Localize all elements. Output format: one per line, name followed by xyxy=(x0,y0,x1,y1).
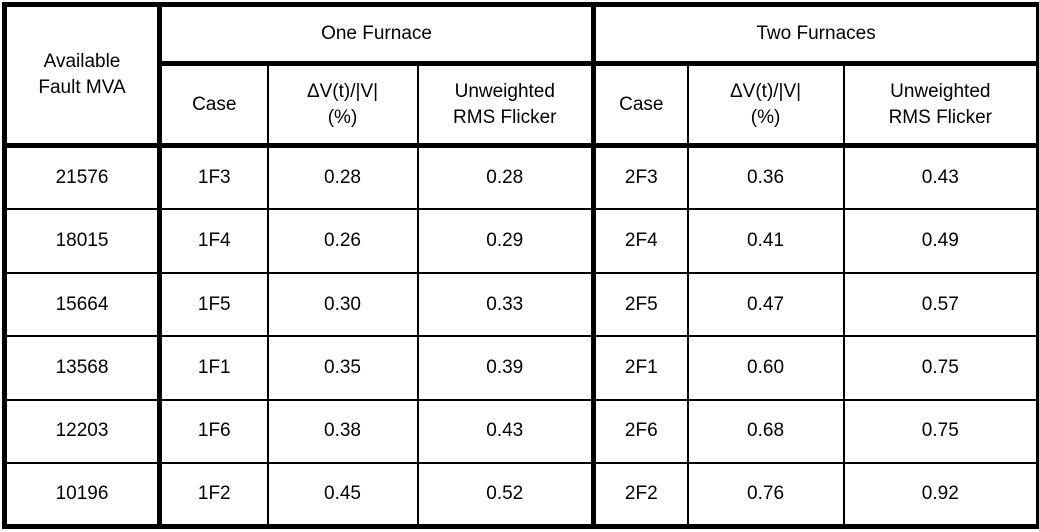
table-row: 15664 1F5 0.30 0.33 2F5 0.47 0.57 xyxy=(3,271,1039,338)
cell-deltav-two: 0.68 xyxy=(686,398,845,465)
group-header-row: Available Fault MVA One Furnace Two Furn… xyxy=(3,3,1039,149)
cell-deltav-two: 0.60 xyxy=(686,335,845,401)
table-row: 13568 1F1 0.35 0.39 2F1 0.60 0.75 xyxy=(3,335,1039,401)
cell-deltav-one: 0.30 xyxy=(266,271,419,338)
cell-fault-mva: 12203 xyxy=(3,398,162,465)
cell-deltav-one: 0.26 xyxy=(266,208,419,274)
cell-flicker-two: 0.92 xyxy=(842,462,1039,528)
col-header-flicker-two: Unweighted RMS Flicker xyxy=(842,62,1039,149)
col-header-case-one: Case xyxy=(158,62,269,149)
cell-flicker-two: 0.43 xyxy=(842,144,1039,211)
cell-flicker-one: 0.39 xyxy=(416,335,597,401)
cell-deltav-one: 0.38 xyxy=(266,398,419,465)
cell-case-one: 1F4 xyxy=(158,208,269,274)
cell-flicker-one: 0.28 xyxy=(416,144,597,211)
col-header-case-two: Case xyxy=(592,62,689,149)
table-row: 21576 1F3 0.28 0.28 2F3 0.36 0.43 xyxy=(3,144,1039,211)
cell-case-two: 2F3 xyxy=(592,144,689,211)
cell-flicker-one: 0.33 xyxy=(416,271,597,338)
cell-fault-mva: 21576 xyxy=(3,144,162,211)
cell-case-two: 2F5 xyxy=(592,271,689,338)
group-header-one-furnace: One Furnace xyxy=(158,3,597,67)
column-header-row: Case ΔV(t)/|V| (%) Unweighted RMS Flicke… xyxy=(5,62,1039,149)
cell-deltav-one: 0.28 xyxy=(266,144,419,211)
cell-flicker-one: 0.29 xyxy=(416,208,597,274)
cell-case-one: 1F5 xyxy=(158,271,269,338)
cell-case-two: 2F1 xyxy=(592,335,689,401)
cell-deltav-one: 0.35 xyxy=(266,335,419,401)
group-header-two-furnaces: Two Furnaces xyxy=(592,3,1039,67)
table-row: 18015 1F4 0.26 0.29 2F4 0.41 0.49 xyxy=(3,208,1039,274)
col-header-deltav-two: ΔV(t)/|V| (%) xyxy=(686,62,845,149)
row-header-available-fault-mva: Available Fault MVA xyxy=(3,3,162,149)
cell-flicker-two: 0.75 xyxy=(842,398,1039,465)
table-row: 10196 1F2 0.45 0.52 2F2 0.76 0.92 xyxy=(3,462,1039,528)
cell-deltav-one: 0.45 xyxy=(266,462,419,528)
cell-case-one: 1F1 xyxy=(158,335,269,401)
table-row: 12203 1F6 0.38 0.43 2F6 0.68 0.75 xyxy=(3,398,1039,465)
cell-case-two: 2F6 xyxy=(592,398,689,465)
cell-fault-mva: 10196 xyxy=(3,462,162,528)
cell-case-two: 2F2 xyxy=(592,462,689,528)
cell-fault-mva: 18015 xyxy=(3,208,162,274)
cell-flicker-one: 0.52 xyxy=(416,462,597,528)
cell-case-one: 1F6 xyxy=(158,398,269,465)
cell-flicker-one: 0.43 xyxy=(416,398,597,465)
col-header-flicker-one: Unweighted RMS Flicker xyxy=(416,62,597,149)
cell-deltav-two: 0.76 xyxy=(686,462,845,528)
cell-deltav-two: 0.36 xyxy=(686,144,845,211)
cell-deltav-two: 0.47 xyxy=(686,271,845,338)
col-header-deltav-one: ΔV(t)/|V| (%) xyxy=(266,62,419,149)
cell-fault-mva: 13568 xyxy=(3,335,162,401)
cell-flicker-two: 0.49 xyxy=(842,208,1039,274)
cell-deltav-two: 0.41 xyxy=(686,208,845,274)
cell-flicker-two: 0.57 xyxy=(842,271,1039,338)
cell-case-one: 1F3 xyxy=(158,144,269,211)
cell-case-one: 1F2 xyxy=(158,462,269,528)
cell-fault-mva: 15664 xyxy=(3,271,162,338)
cell-flicker-two: 0.75 xyxy=(842,335,1039,401)
cell-case-two: 2F4 xyxy=(592,208,689,274)
